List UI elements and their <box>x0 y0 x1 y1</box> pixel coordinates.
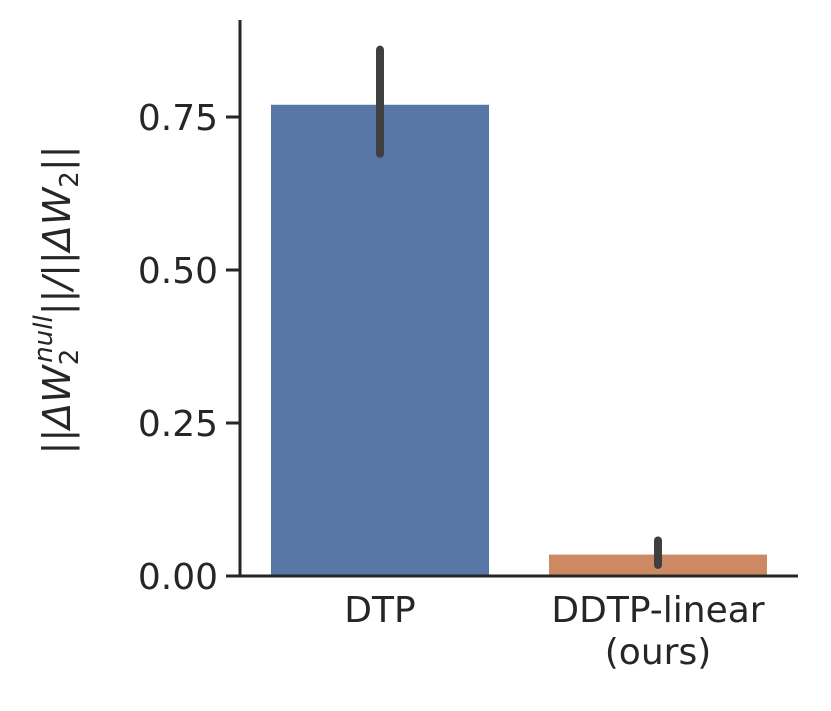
y-ticks-group: 0.00 0.25 0.50 0.75 <box>138 98 240 598</box>
ylabel-close: || <box>35 146 80 172</box>
bars-group <box>271 104 767 576</box>
ylabel-sub2: 2 <box>55 171 85 188</box>
x-tick-label-1: DTP <box>344 590 415 631</box>
ylabel-sub: 2 <box>55 349 85 366</box>
error-bars-group <box>376 45 662 569</box>
y-tick-label-3: 0.50 <box>138 251 218 292</box>
ylabel-sup: null <box>29 315 59 363</box>
x-ticks-group: DTP DDTP-linear (ours) <box>344 590 764 673</box>
ylabel-middle: ||/||ΔW <box>35 186 80 315</box>
y-tick-label-1: 0.00 <box>138 557 218 598</box>
bar-1 <box>271 104 489 576</box>
y-axis-label: ||ΔW2null||/||ΔW2|| <box>29 146 85 455</box>
x-tick-label-2: DDTP-linear (ours) <box>551 590 764 673</box>
y-tick-label-4: 0.75 <box>138 98 218 139</box>
y-tick-label-2: 0.25 <box>138 404 218 445</box>
ylabel-open: ||ΔW <box>35 364 80 455</box>
